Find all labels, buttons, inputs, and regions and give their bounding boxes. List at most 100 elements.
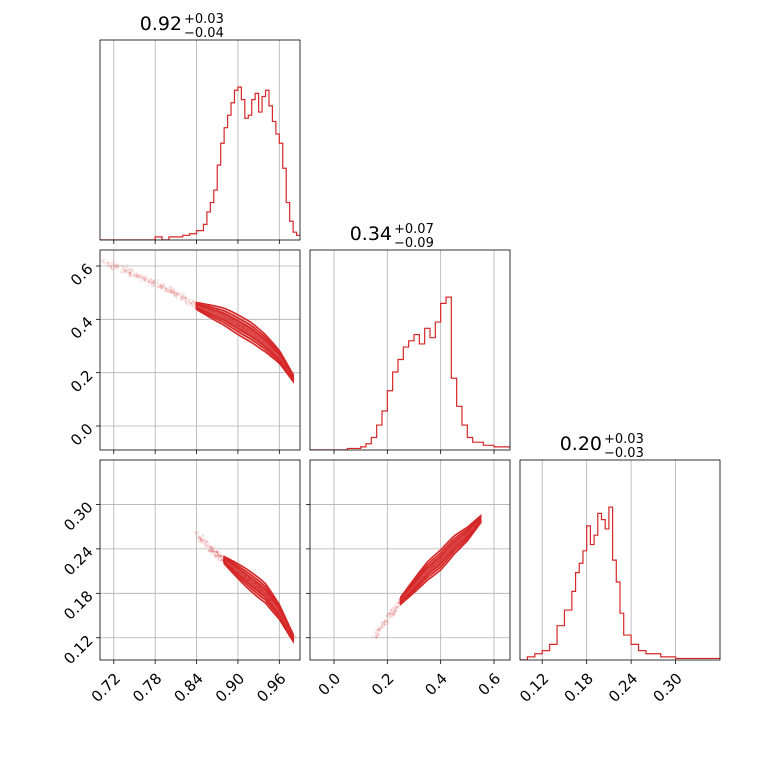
scatter-point [393,612,396,615]
scatter-point [172,291,175,294]
scatter-point [387,611,391,615]
panel-title-plus: +0.03 [184,12,224,27]
scatter-point [155,281,158,285]
scatter-point [110,267,113,270]
y-tick-label: 0.18 [60,587,96,623]
scatter-point [150,282,153,285]
scatter-point [200,538,203,541]
scatter-point [121,267,124,270]
scatter-point [174,294,177,297]
contour-level [399,515,482,605]
scatter-point [216,550,219,554]
scatter-point [184,301,187,304]
plot-area [371,514,484,640]
scatter-point [181,295,184,298]
panel-title-median: 0.20 [560,433,602,455]
scatter-point [147,280,150,283]
scatter-point [177,293,181,296]
scatter-point [386,615,389,618]
scatter-point [216,555,219,558]
scatter-point [134,274,137,277]
scatter-point [377,627,381,630]
scatter-point [170,291,173,294]
scatter-point [382,620,386,624]
scatter-point [160,287,164,290]
scatter-point [387,613,390,616]
scatter-point [211,549,215,552]
scatter-point [113,259,116,263]
scatter-point [180,296,183,299]
panel-x2-vs-x3: 0.0 0.2 0.4 0.6 [306,459,511,699]
scatter-point [383,622,386,625]
scatter-point [160,284,163,287]
scatter-point [166,291,169,294]
scatter-point [143,279,147,282]
scatter-point [131,269,134,272]
scatter-point [109,266,112,269]
scatter-point [172,288,175,291]
scatter-point [144,276,148,279]
x-tick-label: 0.78 [129,670,165,706]
x-tick-label: 0.96 [253,670,289,706]
scatter-point [183,297,187,300]
scatter-point [125,266,129,269]
scatter-point [176,292,180,295]
scatter-point [126,271,129,274]
scatter-point [380,627,383,630]
scatter-point [120,264,123,267]
scatter-point [194,531,197,534]
scatter-point [178,291,181,294]
scatter-point [135,274,139,277]
scatter-point [213,550,216,553]
scatter-point [198,539,202,542]
scatter-point [152,280,155,284]
scatter-point [161,285,164,288]
scatter-point [208,546,212,549]
scatter-point [143,280,147,283]
scatter-point [149,278,152,281]
scatter-point [122,268,125,272]
scatter-point [144,276,147,280]
panel-title-median: 0.92 [140,13,182,35]
scatter-point [175,294,178,298]
scatter-point [379,629,382,632]
scatter-point [218,555,221,558]
scatter-point [215,550,218,553]
scatter-point [217,557,220,560]
scatter-point [375,636,378,639]
scatter-point [128,271,131,275]
scatter-point [143,276,146,279]
scatter-point [197,535,200,538]
scatter-point [109,262,113,265]
plot-area [310,296,510,450]
scatter-point [216,555,219,558]
scatter-point [135,275,138,278]
scatter-point [481,520,484,523]
scatter-point [187,298,190,302]
scatter-point [199,536,202,540]
scatter-point [385,620,388,623]
scatter-point [124,269,127,272]
scatter-point [375,633,378,636]
scatter-point [153,280,156,283]
scatter-point [206,540,209,543]
scatter-point [189,298,192,301]
scatter-point [389,612,392,615]
scatter-point [136,276,139,279]
scatter-point [392,612,395,615]
scatter-point [204,541,207,544]
scatter-point [186,303,189,306]
scatter-point [175,292,178,295]
scatter-point [138,274,141,278]
scatter-point [214,554,217,557]
scatter-point [201,537,204,540]
scatter-point [395,609,398,612]
scatter-point [396,605,399,608]
scatter-point [142,277,145,280]
scatter-point [117,263,120,266]
scatter-point [389,615,392,618]
scatter-point [199,539,203,542]
scatter-point [180,297,184,301]
scatter-point [113,267,116,270]
panel-frame [309,249,511,451]
